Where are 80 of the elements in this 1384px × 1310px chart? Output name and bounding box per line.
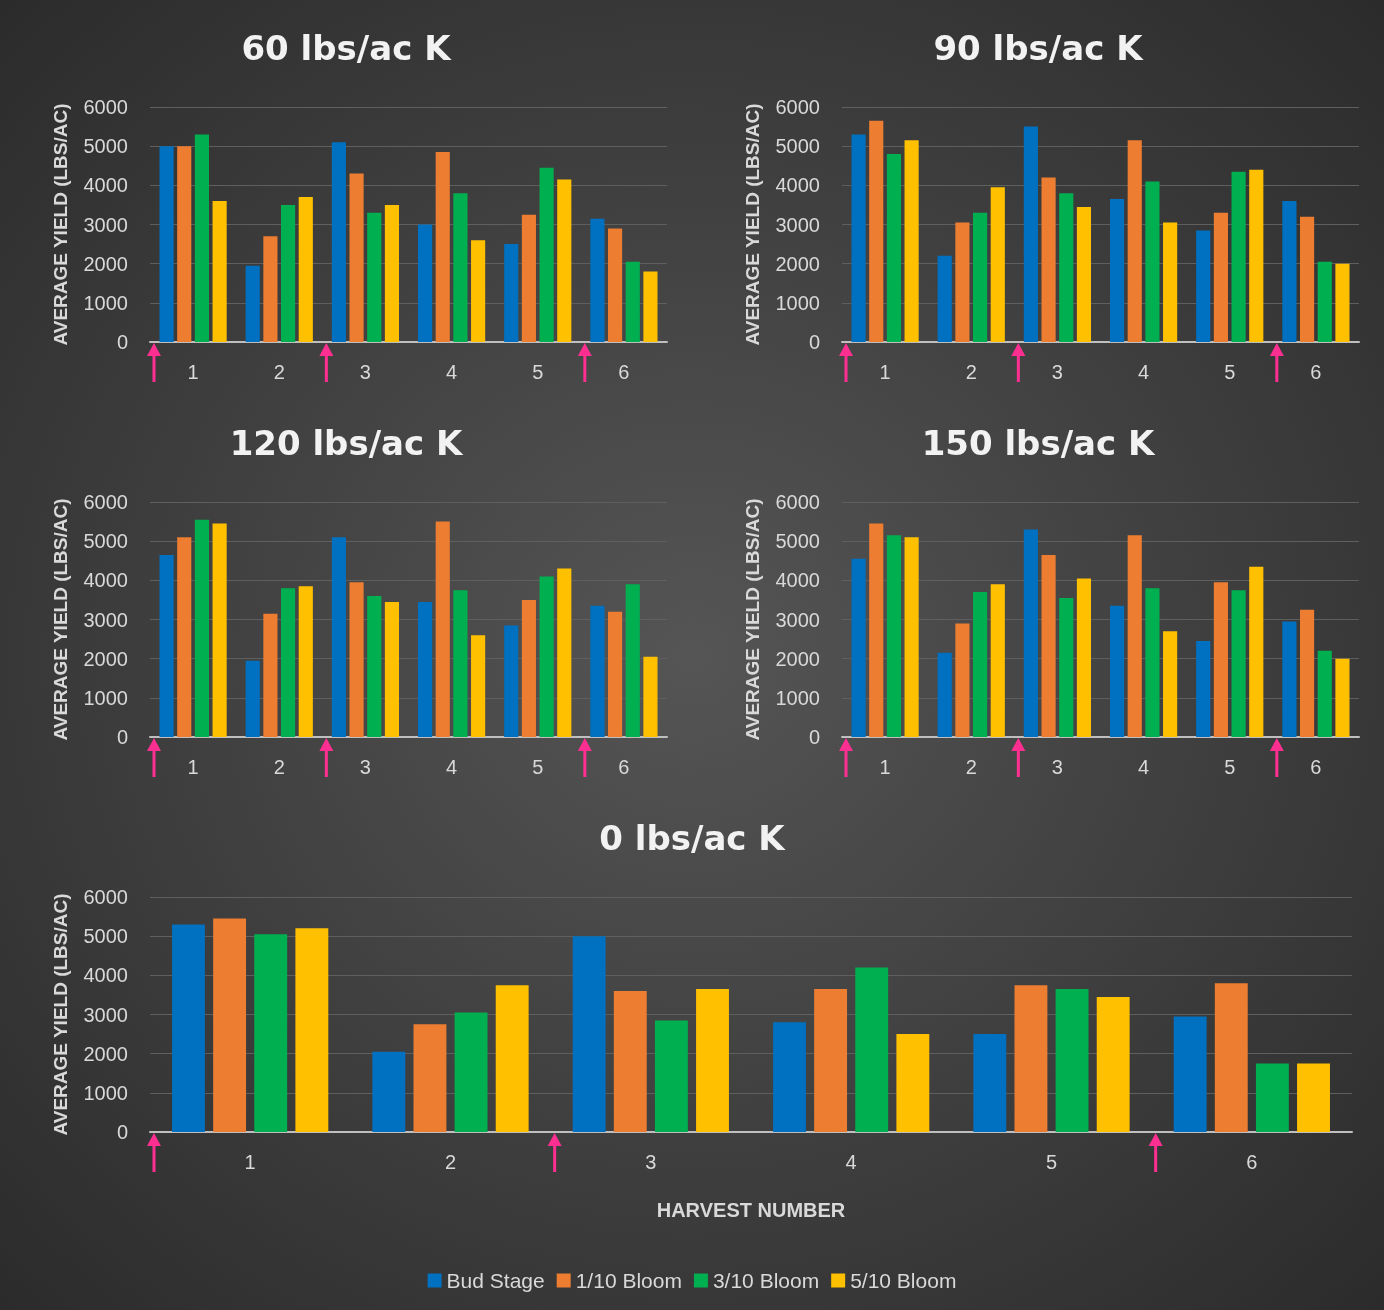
x-tick-label: 1 — [879, 756, 891, 778]
y-tick-label: 2000 — [83, 252, 128, 275]
y-tick-label: 3000 — [83, 1003, 128, 1026]
x-tick-label: 6 — [1310, 361, 1322, 383]
x-axis-title: HARVEST NUMBER — [656, 1199, 846, 1221]
x-tick-label: 2 — [965, 361, 977, 383]
y-tick-label: 1000 — [775, 686, 820, 709]
y-tick-label: 6000 — [775, 491, 820, 513]
y-tick-label: 2000 — [83, 647, 128, 670]
y-tick-label: 2000 — [83, 1042, 128, 1065]
y-tick-label: 6000 — [83, 886, 128, 908]
y-tick-label: 4000 — [775, 174, 820, 197]
y-tick-label: 0 — [808, 726, 820, 748]
x-tick-label: 1 — [187, 756, 199, 778]
y-tick-label: 0 — [116, 331, 128, 353]
x-tick-label: 3 — [645, 1151, 657, 1173]
y-tick-label: 3000 — [775, 608, 820, 631]
y-tick-label: 6000 — [83, 491, 128, 513]
x-tick-label: 4 — [1138, 756, 1150, 778]
y-tick-label: 1000 — [775, 291, 820, 314]
chart-title: 90 lbs/ac K — [933, 28, 1145, 68]
y-tick-label: 2000 — [775, 252, 820, 275]
y-tick-label: 5000 — [83, 925, 128, 948]
y-tick-label: 1000 — [83, 291, 128, 314]
chart-title: 150 lbs/ac K — [921, 423, 1157, 463]
x-tick-label: 5 — [1224, 361, 1236, 383]
x-tick-label: 5 — [532, 756, 544, 778]
legend-label: 1/10 Bloom — [575, 1269, 682, 1292]
y-axis-title: AVERAGE YIELD (LBS/AC) — [742, 103, 763, 346]
y-axis-title: AVERAGE YIELD (LBS/AC) — [742, 498, 763, 741]
y-tick-label: 4000 — [775, 569, 820, 592]
x-tick-label: 1 — [879, 361, 891, 383]
y-tick-label: 5000 — [775, 135, 820, 158]
chart-title: 60 lbs/ac K — [241, 28, 453, 68]
x-tick-label: 2 — [444, 1151, 457, 1173]
x-tick-label: 1 — [187, 361, 199, 383]
y-tick-label: 4000 — [83, 569, 128, 592]
x-tick-label: 5 — [1224, 756, 1236, 778]
x-tick-label: 4 — [446, 756, 458, 778]
y-axis-title: AVERAGE YIELD (LBS/AC) — [50, 103, 71, 346]
x-tick-label: 4 — [1138, 361, 1150, 383]
y-tick-label: 4000 — [83, 964, 128, 987]
y-axis-title: AVERAGE YIELD (LBS/AC) — [50, 893, 71, 1136]
legend-label: 3/10 Bloom — [712, 1269, 820, 1292]
y-tick-label: 0 — [116, 726, 128, 748]
x-tick-label: 5 — [532, 361, 544, 383]
x-tick-label: 2 — [965, 756, 977, 778]
y-tick-label: 4000 — [83, 174, 128, 197]
x-tick-label: 3 — [359, 361, 371, 383]
chart-title: 120 lbs/ac K — [229, 423, 465, 463]
y-tick-label: 5000 — [775, 530, 820, 553]
y-tick-label: 0 — [116, 1121, 128, 1143]
y-tick-label: 1000 — [83, 686, 128, 709]
legend-label: Bud Stage — [446, 1269, 545, 1292]
y-tick-label: 3000 — [83, 608, 128, 631]
x-tick-label: 6 — [618, 361, 630, 383]
x-tick-label: 6 — [618, 756, 630, 778]
y-tick-label: 0 — [808, 331, 820, 353]
chart-title: 0 lbs/ac K — [599, 818, 787, 858]
x-tick-label: 5 — [1045, 1151, 1058, 1173]
y-tick-label: 2000 — [775, 647, 820, 670]
x-tick-label: 2 — [273, 361, 285, 383]
y-tick-label: 6000 — [775, 96, 820, 118]
x-tick-label: 1 — [244, 1151, 256, 1173]
y-tick-label: 5000 — [83, 530, 128, 553]
legend-label: 5/10 Bloom — [850, 1269, 957, 1292]
x-tick-label: 4 — [845, 1151, 857, 1173]
x-tick-label: 3 — [359, 756, 371, 778]
x-tick-label: 3 — [1051, 756, 1063, 778]
y-tick-label: 5000 — [83, 135, 128, 158]
x-tick-label: 6 — [1246, 1151, 1258, 1173]
y-tick-label: 1000 — [83, 1081, 128, 1104]
x-tick-label: 4 — [446, 361, 458, 383]
y-tick-label: 6000 — [83, 96, 128, 118]
x-tick-label: 2 — [273, 756, 285, 778]
y-tick-label: 3000 — [83, 213, 128, 236]
y-axis-title: AVERAGE YIELD (LBS/AC) — [50, 498, 71, 741]
x-tick-label: 3 — [1051, 361, 1063, 383]
x-tick-label: 6 — [1310, 756, 1322, 778]
y-tick-label: 3000 — [775, 213, 820, 236]
